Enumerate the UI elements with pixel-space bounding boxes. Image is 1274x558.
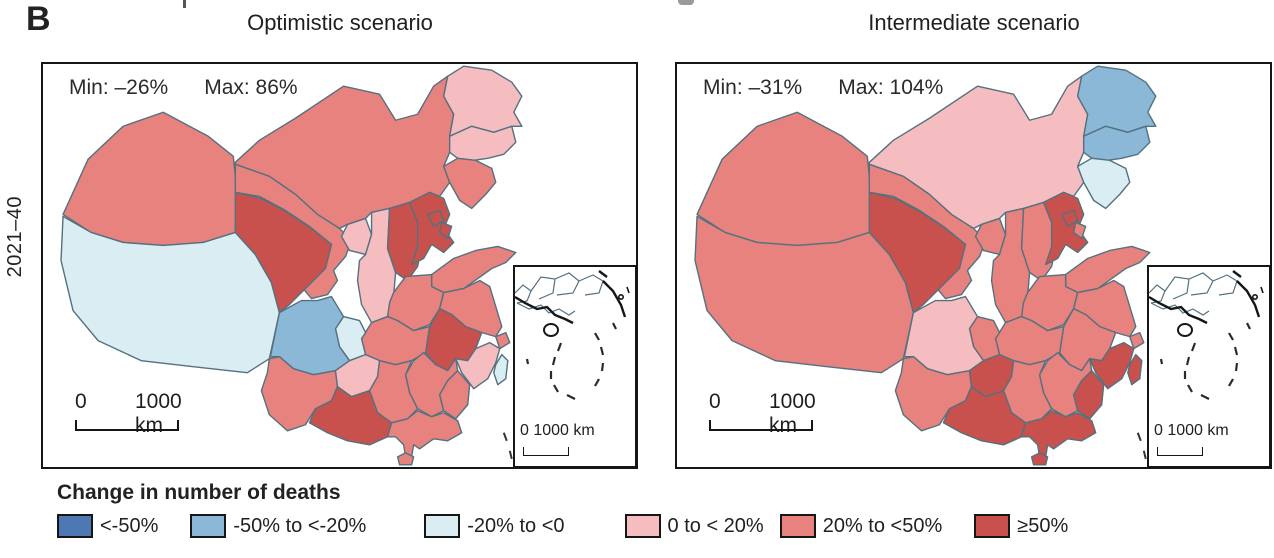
legend-title: Change in number of deaths [57, 481, 341, 504]
province-xinjiang [696, 111, 873, 247]
map-panel-intermediate: Min: –31% Max: 104% 0 1000 km 0 1000 km [675, 62, 1272, 469]
scale-zero: 0 [75, 390, 87, 413]
province-shanghai [495, 331, 511, 350]
panel-label-b: B [26, 0, 51, 38]
legend-item: -50% to <-20% [190, 514, 366, 538]
inset-coastline [515, 270, 627, 325]
province-fujian [1072, 369, 1105, 420]
province-taiwan [1127, 353, 1143, 386]
inset-scale-bracket [1157, 447, 1203, 456]
province-shanghai [1129, 331, 1145, 350]
scale-zero: 0 [709, 390, 721, 413]
province-guangxi [308, 386, 393, 446]
minmax-row: Min: –31% Max: 104% [703, 76, 943, 100]
legend-item: ≥50% [974, 514, 1068, 538]
legend-swatch [779, 514, 816, 538]
province-tianjin [1072, 221, 1087, 240]
inset-coastline [1149, 270, 1261, 325]
province-jilin [1082, 125, 1151, 162]
province-liaoning [1076, 157, 1131, 210]
max-value: Max: 104% [838, 76, 944, 99]
inset-hainan-island [1177, 323, 1193, 337]
legend-label: ≥50% [1017, 514, 1069, 537]
legend-swatch [424, 514, 461, 538]
legend-label: -20% to <0 [467, 514, 565, 537]
south-china-sea-inset: 0 1000 km [513, 265, 637, 468]
south-china-sea-inset: 0 1000 km [1147, 265, 1271, 468]
islet-dash [1136, 432, 1142, 442]
province-guangdong [386, 410, 463, 458]
legend-swatch [190, 514, 227, 538]
province-taiwan [493, 353, 509, 386]
legend-swatch [624, 514, 661, 538]
province-heilongjiang [442, 65, 523, 137]
legend-swatch [57, 514, 93, 538]
province-jilin [448, 125, 517, 162]
legend-item: <-50% [57, 514, 158, 538]
min-value: Min: –31% [703, 76, 803, 99]
province-guangdong [1020, 410, 1097, 458]
province-xinjiang [62, 111, 239, 247]
china-choropleth-optimistic [60, 65, 523, 466]
legend-item: 0 to < 20% [624, 514, 764, 538]
minmax-row: Min: –26% Max: 86% [69, 76, 298, 100]
legend-item: -20% to <0 [424, 514, 565, 538]
inset-sketch [515, 270, 630, 400]
province-heilongjiang [1076, 65, 1157, 137]
legend-label: -50% to <-20% [233, 514, 367, 537]
scale-bracket [75, 420, 179, 431]
legend-label: 0 to < 20% [667, 514, 764, 537]
inset-province-borders [1149, 272, 1238, 316]
province-beijing [426, 209, 445, 228]
legend: Change in number of deaths <-50% -50% to… [57, 481, 1257, 538]
china-choropleth-intermediate [694, 65, 1157, 466]
province-liaoning [442, 157, 497, 210]
province-hainan [1030, 452, 1049, 466]
map-title-intermediate: Intermediate scenario [868, 10, 1080, 35]
inset-nine-dash-line [1159, 322, 1251, 400]
province-guangxi [942, 386, 1027, 446]
province-qinghai [868, 191, 967, 314]
province-qinghai [234, 191, 333, 314]
crop-artifact-tick [183, 0, 186, 8]
province-hebei [408, 191, 455, 266]
legend-row: <-50% -50% to <-20% -20% to <0 0 to < 20… [57, 514, 1257, 538]
province-beijing [1060, 209, 1079, 228]
legend-swatch [974, 514, 1011, 538]
inset-province-borders [515, 272, 604, 316]
province-zhejiang [454, 341, 501, 390]
inset-hainan-island [543, 323, 559, 337]
inset-scale-bracket [523, 447, 569, 456]
province-fujian [438, 369, 471, 420]
crop-artifact-blob [678, 0, 694, 5]
inset-islets [618, 286, 630, 300]
province-zhejiang [1088, 341, 1135, 390]
province-hainan [396, 452, 415, 466]
province-hebei [1042, 191, 1089, 266]
province-tianjin [438, 221, 453, 240]
islet-dash [1142, 450, 1147, 460]
islet-dash [502, 432, 508, 442]
scale-distance: 1000 km [769, 390, 816, 437]
inset-scale-text: 0 1000 km [520, 422, 595, 439]
min-value: Min: –26% [69, 76, 169, 99]
map-title-optimistic: Optimistic scenario [247, 10, 433, 35]
row-label-years: 2021–40 [4, 196, 26, 278]
legend-label: 20% to <50% [822, 514, 943, 537]
scale-distance: 1000 km [135, 390, 182, 437]
legend-item: 20% to <50% [779, 514, 943, 538]
inset-scale-text: 0 1000 km [1154, 422, 1229, 439]
inset-sketch [1149, 270, 1264, 400]
max-value: Max: 86% [204, 76, 298, 99]
inset-nine-dash-line [525, 322, 617, 400]
scale-bracket [709, 420, 813, 431]
islet-dash [508, 450, 513, 460]
inset-islets [1252, 286, 1264, 300]
legend-label: <-50% [100, 514, 159, 537]
map-panel-optimistic: Min: –26% Max: 86% 0 1000 km 0 1000 km [41, 62, 638, 469]
